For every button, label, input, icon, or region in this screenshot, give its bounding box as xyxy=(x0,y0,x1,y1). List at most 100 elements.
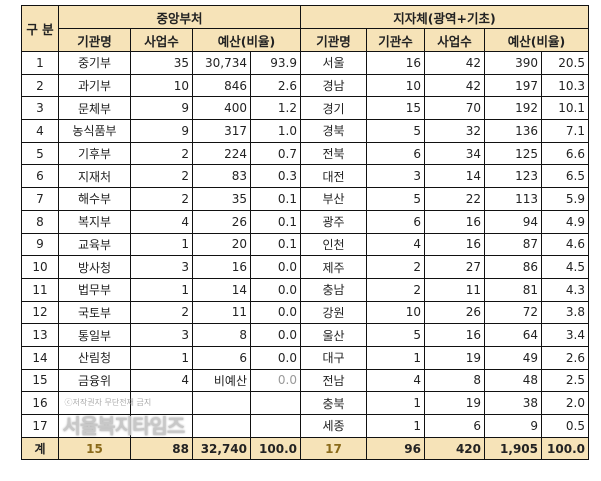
local-name-cell: 광주 xyxy=(300,209,367,234)
central-budget-cell xyxy=(192,391,251,415)
total-row: 계 15 88 32,740 100.0 17 96 420 1,905 100.0 xyxy=(21,436,589,461)
local-projects-cell: 22 xyxy=(424,187,485,211)
local-ratio-cell: 7.1 xyxy=(541,119,589,143)
row-number-cell: 4 xyxy=(21,119,59,143)
local-budget-cell: 192 xyxy=(484,96,542,121)
central-projects-cell: 2 xyxy=(130,141,193,166)
local-ratio-cell: 2.0 xyxy=(541,391,589,415)
local-orgs-cell: 6 xyxy=(366,141,425,166)
local-name-cell: 전남 xyxy=(300,368,367,393)
central-name-cell: 방사청 xyxy=(58,255,131,279)
central-ratio-cell: 0.7 xyxy=(250,141,301,166)
local-projects-cell: 11 xyxy=(424,277,485,302)
central-ratio-cell: 0.0 xyxy=(250,345,301,370)
budget-table: 구 분 중앙부처 지자체(광역+기초) 기관명 사업수 예산(비율) 기관명 기… xyxy=(21,5,589,461)
row-number-cell: 13 xyxy=(21,323,59,347)
local-projects-cell: 16 xyxy=(424,232,485,257)
central-name-cell: 농식품부 xyxy=(58,119,131,143)
table-row: 4 농식품부 9 317 1.0 경북 5 32 136 7.1 xyxy=(21,119,589,143)
central-ratio-cell: 1.0 xyxy=(250,119,301,143)
central-ratio-cell: 0.1 xyxy=(250,187,301,211)
local-projects-cell: 19 xyxy=(424,345,485,370)
local-orgs-cell: 1 xyxy=(366,391,425,415)
local-projects-cell: 70 xyxy=(424,96,485,121)
table-row: 16 충북 1 19 38 2.0 xyxy=(21,391,589,415)
central-ratio-cell: 0.0 xyxy=(250,255,301,279)
local-orgs-cell: 4 xyxy=(366,232,425,257)
local-budget-cell: 72 xyxy=(484,300,542,325)
col-central-projects: 사업수 xyxy=(130,28,193,52)
central-name-cell: 금융위 xyxy=(58,368,131,393)
local-ratio-cell: 0.5 xyxy=(541,414,589,438)
local-projects-cell: 6 xyxy=(424,414,485,438)
total-central-name-cell: 15 xyxy=(58,436,131,461)
local-name-cell: 대전 xyxy=(300,164,367,189)
local-name-cell: 제주 xyxy=(300,255,367,279)
local-projects-cell: 42 xyxy=(424,73,485,98)
central-projects-cell: 4 xyxy=(130,209,193,234)
central-name-cell: 문체부 xyxy=(58,96,131,121)
central-budget-cell: 비예산 xyxy=(192,368,251,393)
local-ratio-cell: 10.1 xyxy=(541,96,589,121)
local-orgs-cell: 5 xyxy=(366,323,425,347)
central-ratio-cell: 0.1 xyxy=(250,232,301,257)
table-row: 17 세종 1 6 9 0.5 xyxy=(21,414,589,438)
local-budget-cell: 9 xyxy=(484,414,542,438)
central-budget-cell xyxy=(192,414,251,438)
table-row: 12 국토부 2 11 0.0 강원 10 26 72 3.8 xyxy=(21,300,589,325)
central-ratio-cell: 0.0 xyxy=(250,368,301,393)
local-name-cell: 대구 xyxy=(300,345,367,370)
col-local-name: 기관명 xyxy=(300,28,367,52)
local-ratio-cell: 4.5 xyxy=(541,255,589,279)
local-budget-cell: 38 xyxy=(484,391,542,415)
local-orgs-cell: 3 xyxy=(366,164,425,189)
local-orgs-cell: 10 xyxy=(366,300,425,325)
local-budget-cell: 81 xyxy=(484,277,542,302)
local-budget-cell: 86 xyxy=(484,255,542,279)
category-header: 구 분 xyxy=(21,5,59,52)
central-ratio-cell: 0.0 xyxy=(250,300,301,325)
watermark-notice: ⓒ저작권자 무단전재 금지 xyxy=(64,398,152,408)
central-name-cell: 해수부 xyxy=(58,187,131,211)
central-projects-cell: 1 xyxy=(130,232,193,257)
table-row: 6 지재처 2 83 0.3 대전 3 14 123 6.5 xyxy=(21,164,589,189)
table-row: 13 통일부 3 8 0.0 울산 5 16 64 3.4 xyxy=(21,323,589,347)
row-number-cell: 5 xyxy=(21,141,59,166)
central-ratio-cell: 0.1 xyxy=(250,209,301,234)
local-ratio-cell: 3.8 xyxy=(541,300,589,325)
col-central-name: 기관명 xyxy=(58,28,131,52)
central-ratio-cell xyxy=(250,414,301,438)
central-budget-cell: 14 xyxy=(192,277,251,302)
central-budget-cell: 11 xyxy=(192,300,251,325)
central-name-cell: 복지부 xyxy=(58,209,131,234)
row-number-cell: 2 xyxy=(21,73,59,98)
central-budget-cell: 26 xyxy=(192,209,251,234)
local-name-cell: 경기 xyxy=(300,96,367,121)
local-projects-cell: 16 xyxy=(424,209,485,234)
local-ratio-cell: 10.3 xyxy=(541,73,589,98)
total-central-projects-cell: 88 xyxy=(130,436,193,461)
central-budget-cell: 846 xyxy=(192,73,251,98)
table-row: 10 방사청 3 16 0.0 제주 2 27 86 4.5 xyxy=(21,255,589,279)
row-number-cell: 14 xyxy=(21,345,59,370)
central-name-cell: 교육부 xyxy=(58,232,131,257)
local-orgs-cell: 2 xyxy=(366,255,425,279)
local-name-cell: 울산 xyxy=(300,323,367,347)
central-projects-cell: 1 xyxy=(130,277,193,302)
local-ratio-cell: 5.9 xyxy=(541,187,589,211)
central-projects-cell: 1 xyxy=(130,345,193,370)
row-number-cell: 10 xyxy=(21,255,59,279)
local-orgs-cell: 1 xyxy=(366,345,425,370)
local-budget-cell: 390 xyxy=(484,51,542,75)
table-row: 8 복지부 4 26 0.1 광주 6 16 94 4.9 xyxy=(21,209,589,234)
local-budget-cell: 94 xyxy=(484,209,542,234)
local-budget-cell: 87 xyxy=(484,232,542,257)
table-row: 15 금융위 4 비예산 0.0 전남 4 8 48 2.5 xyxy=(21,368,589,393)
row-number-cell: 17 xyxy=(21,414,59,438)
col-local-budget: 예산(비율) xyxy=(484,28,589,52)
local-name-cell: 세종 xyxy=(300,414,367,438)
central-name-cell: 중기부 xyxy=(58,51,131,75)
col-local-orgs: 기관수 xyxy=(366,28,425,52)
central-ratio-cell xyxy=(250,391,301,415)
local-orgs-cell: 4 xyxy=(366,368,425,393)
